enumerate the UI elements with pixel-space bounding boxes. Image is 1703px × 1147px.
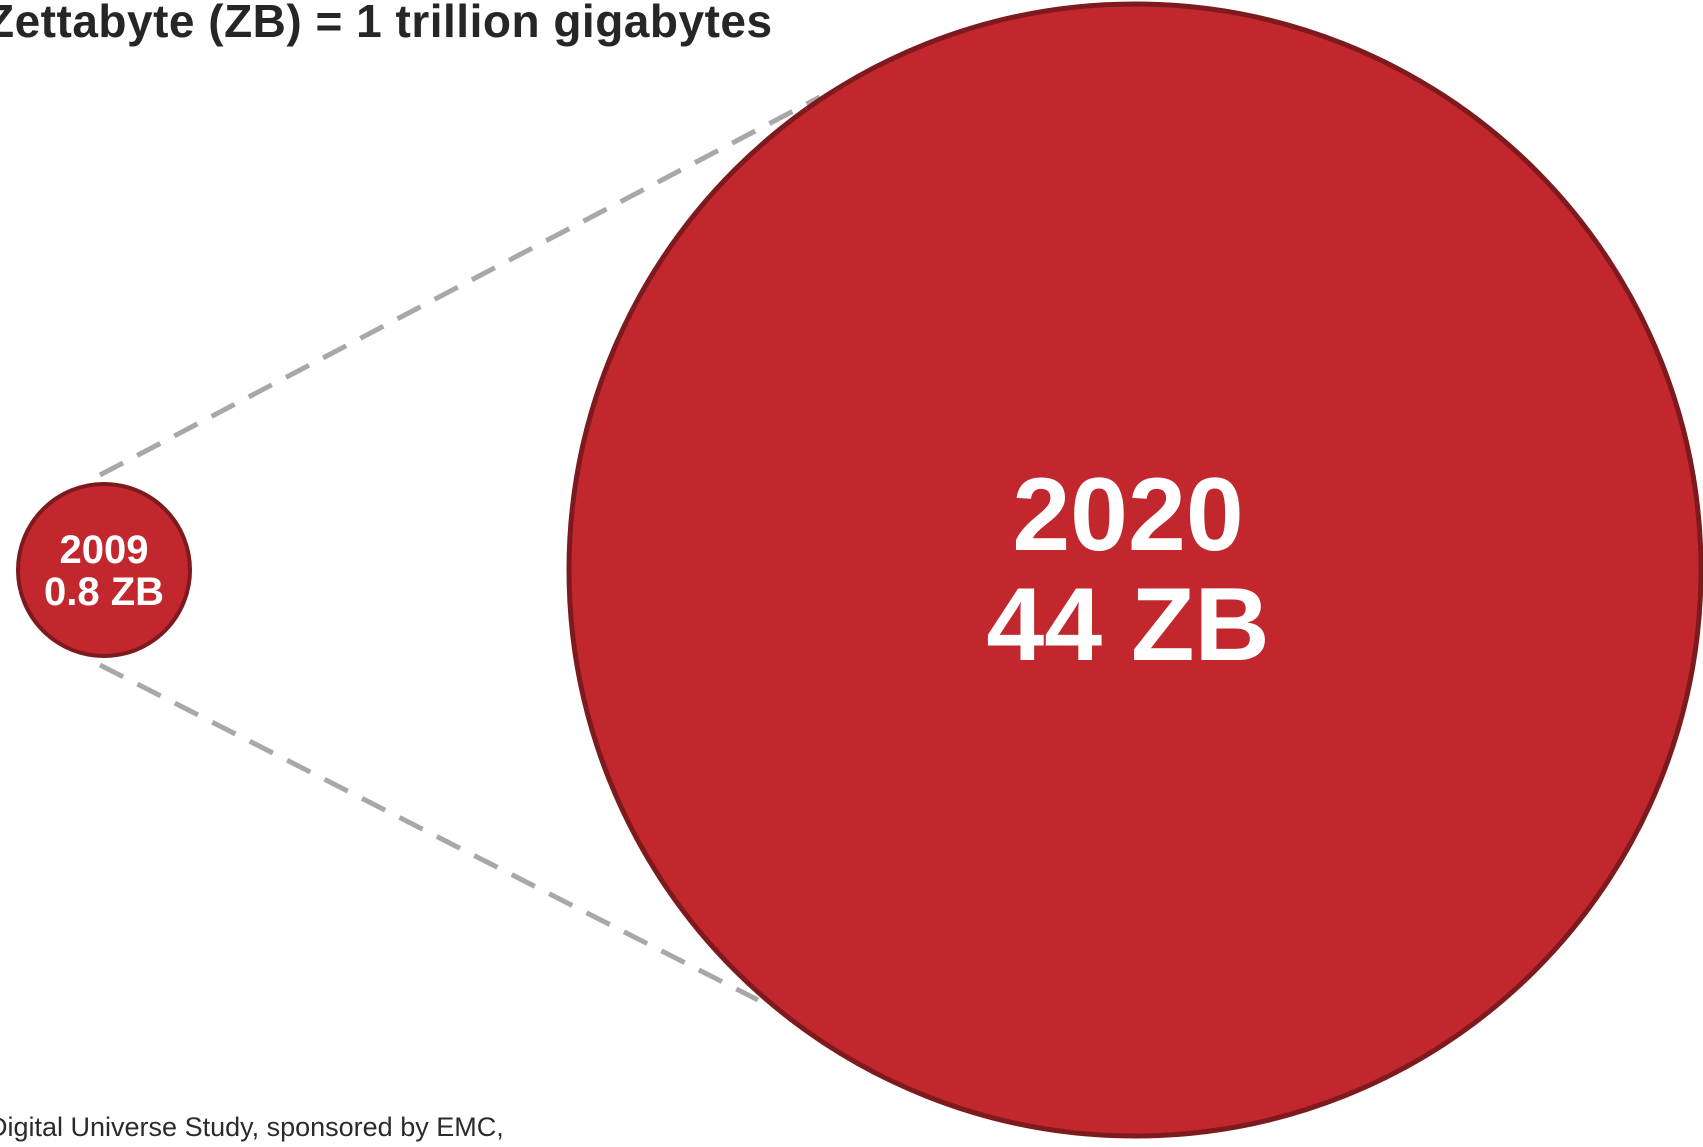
chart-title: Zettabyte (ZB) = 1 trillion gigabytes xyxy=(0,0,773,47)
source-note: Digital Universe Study, sponsored by EMC… xyxy=(0,1112,504,1142)
bubble-2020-year: 2020 xyxy=(1012,457,1243,573)
bubble-2020: 2020 44 ZB xyxy=(566,1,1703,1139)
bubble-2009-value: 0.8 ZB xyxy=(44,570,164,614)
bubble-2020-value: 44 ZB xyxy=(986,567,1269,683)
bubble-2009-year: 2009 xyxy=(60,528,149,572)
bubble-2020-circle xyxy=(566,1,1703,1139)
bubble-2009-circle xyxy=(16,482,192,658)
connector-line-top xyxy=(98,94,822,478)
bubble-2009: 2009 0.8 ZB xyxy=(16,482,192,658)
connector-lines xyxy=(98,94,822,1003)
